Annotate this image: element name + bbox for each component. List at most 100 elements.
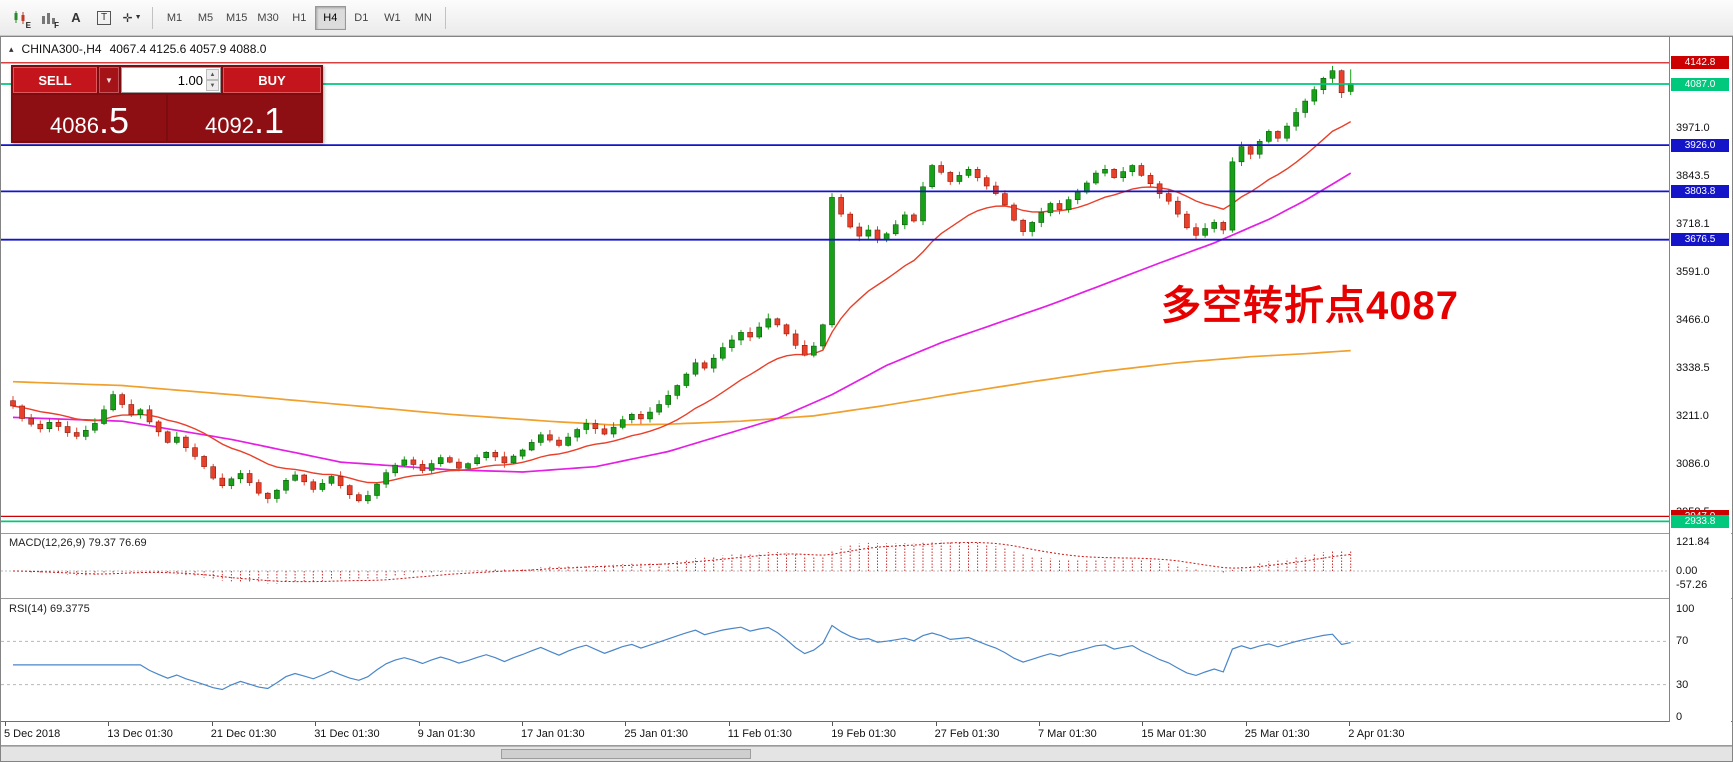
price-axis[interactable]: 3971.0 3843.5 3718.1 3591.0 3466.0 3338.5 3211…: [1669, 37, 1731, 723]
drawing-tools-group: E F A T ✛ ▼: [6, 5, 146, 31]
time-axis-tick: [315, 722, 317, 726]
rsi-axis-label: 30: [1676, 679, 1689, 691]
rsi-label: RSI(14) 69.3775: [9, 603, 90, 615]
chart-title: ▴ CHINA300-,H4 4067.4 4125.6 4057.9 4088…: [9, 42, 266, 56]
time-axis-tick: [1142, 722, 1144, 726]
price-axis-label: 3211.0: [1676, 410, 1709, 422]
ohlc-values: 4067.4 4125.6 4057.9 4088.0: [109, 42, 267, 56]
toolbar-separator: [444, 6, 446, 29]
time-axis-label: 25 Jan 01:30: [624, 728, 689, 740]
timeframe-button-m5[interactable]: M5: [190, 6, 221, 30]
time-axis-label: 21 Dec 01:30: [210, 728, 277, 740]
time-axis-label: 11 Feb 01:30: [727, 728, 792, 740]
time-axis-label: 7 Mar 01:30: [1038, 728, 1097, 740]
time-axis[interactable]: 5 Dec 2018 13 Dec 01:30 21 Dec 01:30 31 Dec…: [1, 722, 1732, 745]
collapse-icon[interactable]: ▴: [9, 43, 14, 54]
caret-down-icon: ▼: [134, 14, 142, 21]
spinner-down-icon[interactable]: ▼: [206, 80, 219, 91]
sell-price-pips: .5: [98, 100, 129, 142]
timeframe-button-m1[interactable]: M1: [159, 6, 190, 30]
candlestick-glyph: [14, 11, 25, 24]
volume-input[interactable]: [122, 68, 220, 92]
time-axis-tick: [935, 722, 937, 726]
panel-separator: [1, 745, 1732, 746]
buy-price-main: 4092: [205, 113, 254, 138]
candlestick-style-icon[interactable]: E: [6, 5, 34, 31]
scrollbar-thumb[interactable]: [501, 749, 751, 759]
timeframe-button-mn[interactable]: MN: [408, 6, 439, 30]
timeframe-button-w1[interactable]: W1: [377, 6, 408, 30]
time-axis-tick: [522, 722, 523, 726]
time-axis-label: 31 Dec 01:30: [314, 728, 380, 740]
volume-field: ▲ ▼: [121, 67, 221, 93]
sell-price-display[interactable]: 4086.5: [13, 95, 166, 141]
rsi-axis-label: 70: [1676, 635, 1689, 647]
macd-axis-label: 0.00: [1676, 565, 1698, 577]
time-axis-tick: [832, 722, 834, 726]
main-chart[interactable]: [1, 37, 1669, 533]
time-axis-label: 5 Dec 2018: [4, 728, 61, 740]
crosshair-tool-icon[interactable]: ✛ ▼: [118, 5, 146, 31]
spinner-up-icon[interactable]: ▲: [206, 69, 219, 80]
time-axis-tick: [625, 722, 627, 726]
price-axis-label: 3971.0: [1676, 122, 1710, 134]
price-line-badge: 4087.0: [1671, 78, 1729, 91]
trade-prices-row: 4086.5 4092.1: [13, 95, 321, 141]
price-axis-label: 3843.5: [1676, 170, 1710, 182]
buy-price-display[interactable]: 4092.1: [168, 95, 321, 141]
price-axis-label: 3338.5: [1676, 362, 1710, 374]
panel-separator[interactable]: [1, 598, 1732, 599]
price-line-badge: 4142.8: [1671, 56, 1729, 69]
price-axis-label: 3466.0: [1676, 314, 1710, 326]
letter-a-glyph: A: [71, 10, 81, 25]
timeframe-button-h1[interactable]: H1: [284, 6, 315, 30]
price-line-badge: 3676.5: [1671, 233, 1729, 246]
one-click-trade-panel: SELL ▼ ▲ ▼ BUY 4086.5 4092.1: [11, 65, 323, 143]
chart-window[interactable]: 3971.0 3843.5 3718.1 3591.0 3466.0 3338.5 3211…: [0, 36, 1733, 762]
price-line-badge: 3926.0: [1671, 139, 1729, 152]
bar-style-icon[interactable]: F: [34, 5, 62, 31]
macd-signal-line: [12, 542, 1351, 583]
font-tool-icon[interactable]: A: [62, 5, 90, 31]
macd-axis-label: -57.26: [1676, 579, 1708, 591]
buy-price-pips: .1: [253, 100, 284, 142]
panel-separator: [1, 721, 1732, 722]
time-axis-tick: [211, 722, 213, 726]
icon-letter-badge: E: [25, 20, 31, 30]
time-axis-label: 9 Jan 01:30: [417, 728, 476, 740]
rsi-axis-label: 0: [1676, 711, 1683, 723]
macd-label: MACD(12,26,9) 79.37 76.69: [9, 537, 147, 549]
crosshair-glyph: ✛: [122, 10, 133, 25]
time-axis-label: 15 Mar 01:30: [1141, 728, 1207, 740]
time-axis-tick: [5, 722, 6, 726]
time-axis-label: 2 Apr 01:30: [1348, 728, 1405, 740]
timeframe-button-d1[interactable]: D1: [346, 6, 377, 30]
time-axis-label: 25 Mar 01:30: [1244, 728, 1310, 740]
timeframe-button-m15[interactable]: M15: [221, 6, 252, 30]
time-axis-label: 27 Feb 01:30: [934, 728, 1000, 740]
time-axis-tick: [1245, 722, 1247, 726]
price-line-badge: 3803.8: [1671, 185, 1729, 198]
time-axis-label: 13 Dec 01:30: [107, 728, 173, 740]
panel-separator[interactable]: [1, 533, 1732, 534]
rsi-chart[interactable]: [1, 599, 1669, 721]
symbol-period-label: CHINA300-,H4: [21, 42, 102, 56]
bars-glyph: [42, 13, 55, 24]
buy-button[interactable]: BUY: [223, 67, 321, 93]
price-line-badge: 2933.8: [1671, 515, 1729, 528]
timeframe-button-h4[interactable]: H4: [314, 5, 346, 30]
horizontal-scrollbar[interactable]: [1, 746, 1732, 761]
sell-button[interactable]: SELL: [13, 67, 97, 93]
time-axis-tick: [108, 722, 110, 726]
timeframe-button-m30[interactable]: M30: [252, 6, 283, 30]
volume-spinner: ▲ ▼: [206, 69, 219, 91]
order-options-dropdown[interactable]: ▼: [99, 67, 119, 93]
macd-axis-label: 121.84: [1676, 536, 1710, 548]
macd-chart[interactable]: [1, 534, 1669, 598]
textbox-tool-icon[interactable]: T: [90, 5, 118, 31]
trade-controls-row: SELL ▼ ▲ ▼ BUY: [13, 67, 321, 93]
rsi-line: [13, 624, 1351, 691]
price-axis-label: 3086.0: [1676, 458, 1710, 470]
macd-histogram: [21, 540, 1352, 584]
toolbar-separator: [152, 6, 153, 29]
